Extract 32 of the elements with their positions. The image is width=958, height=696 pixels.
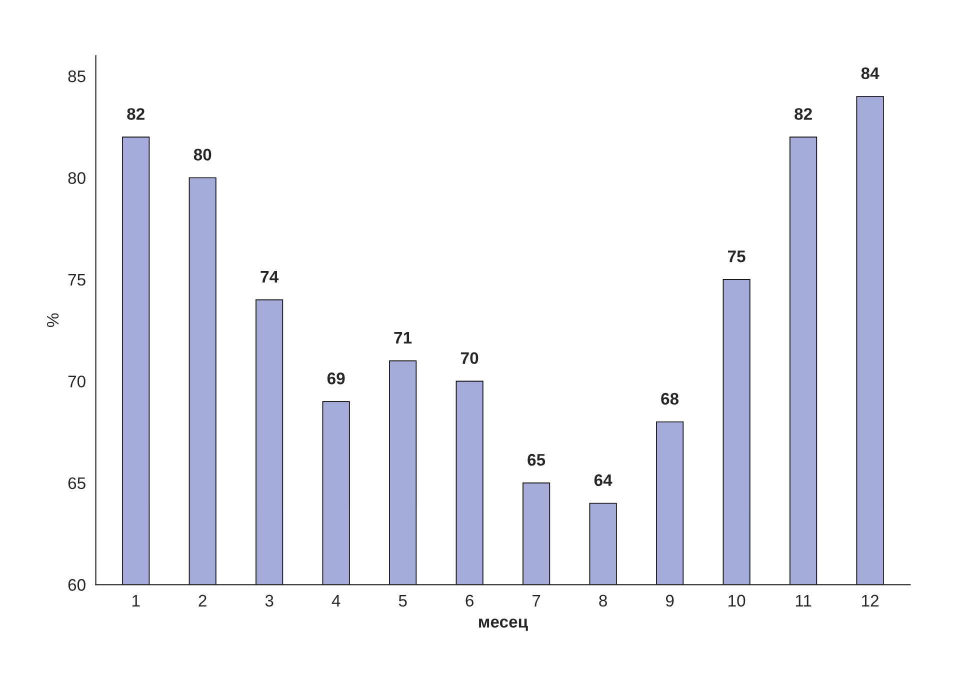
- y-tick-label: 60: [68, 579, 86, 591]
- x-tick-label: 5: [398, 594, 407, 607]
- data-label: 71: [394, 332, 412, 344]
- x-tick-label: 4: [332, 594, 340, 606]
- y-tick-label: 65: [68, 477, 86, 490]
- x-tick-label: 8: [599, 594, 607, 607]
- data-label: 69: [327, 372, 345, 384]
- data-label: 80: [194, 148, 212, 161]
- x-tick-label: 6: [466, 594, 474, 607]
- data-label: 68: [661, 392, 679, 405]
- x-tick-label: 9: [666, 594, 674, 607]
- x-axis-title: месец: [479, 618, 528, 631]
- data-label: 65: [528, 454, 546, 466]
- y-tick-label: 80: [68, 172, 86, 184]
- x-tick-label: 1: [132, 594, 140, 606]
- data-label: 74: [260, 271, 279, 282]
- x-tick-label: 7: [532, 594, 540, 606]
- x-tick-label: 11: [796, 594, 812, 606]
- y-axis-title: %: [46, 313, 59, 327]
- x-tick-label: 12: [862, 594, 878, 606]
- data-label: 70: [461, 352, 478, 364]
- y-tick-label: 70: [68, 376, 86, 388]
- data-label: 64: [594, 474, 612, 486]
- data-label: 84: [861, 67, 880, 80]
- y-tick-label: 85: [68, 70, 86, 82]
- x-tick-label: 10: [728, 594, 746, 607]
- y-tick-label: 75: [68, 274, 86, 286]
- x-tick-label: 2: [198, 594, 206, 606]
- x-tick-label: 3: [265, 594, 274, 607]
- data-label: 82: [127, 108, 144, 120]
- data-label: 82: [794, 108, 812, 120]
- data-label: 75: [728, 250, 746, 262]
